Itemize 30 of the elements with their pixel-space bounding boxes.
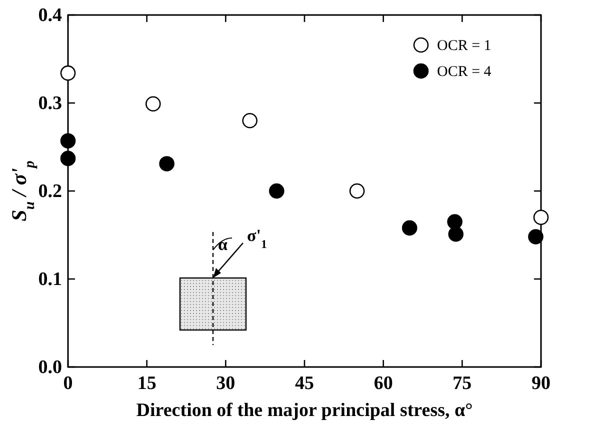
legend-label: OCR = 1 <box>437 38 492 54</box>
point <box>60 150 76 166</box>
point <box>349 183 365 199</box>
point <box>242 112 258 128</box>
point <box>447 214 462 230</box>
point <box>448 226 464 242</box>
x-tick-label: 90 <box>532 373 550 394</box>
point <box>402 220 418 236</box>
point <box>60 65 76 81</box>
point <box>159 156 174 172</box>
point <box>528 229 544 244</box>
y-tick-label: 0.4 <box>38 5 62 26</box>
x-tick-label: 15 <box>137 373 156 394</box>
x-tick-label: 60 <box>374 373 393 394</box>
annotation: α <box>218 235 228 254</box>
y-tick-label: 0.0 <box>38 357 62 378</box>
y-tick-label: 0.2 <box>38 181 62 202</box>
y-tick-label: 0.1 <box>38 269 62 290</box>
point <box>60 133 76 148</box>
annotation: σ'$_{1}$ <box>247 226 267 251</box>
x-tick-label: 0 <box>63 373 73 394</box>
legend-label: OCR = 4 <box>437 64 492 80</box>
point <box>268 183 284 199</box>
x-axis-title: Direction of the major principal stress, α° <box>136 400 473 421</box>
point <box>145 96 161 112</box>
x-tick-label: 45 <box>295 373 314 394</box>
point <box>533 210 549 226</box>
x-tick-label: 30 <box>216 373 236 394</box>
y-tick-label: 0.3 <box>38 93 62 114</box>
x-tick-label: 75 <box>452 373 472 394</box>
